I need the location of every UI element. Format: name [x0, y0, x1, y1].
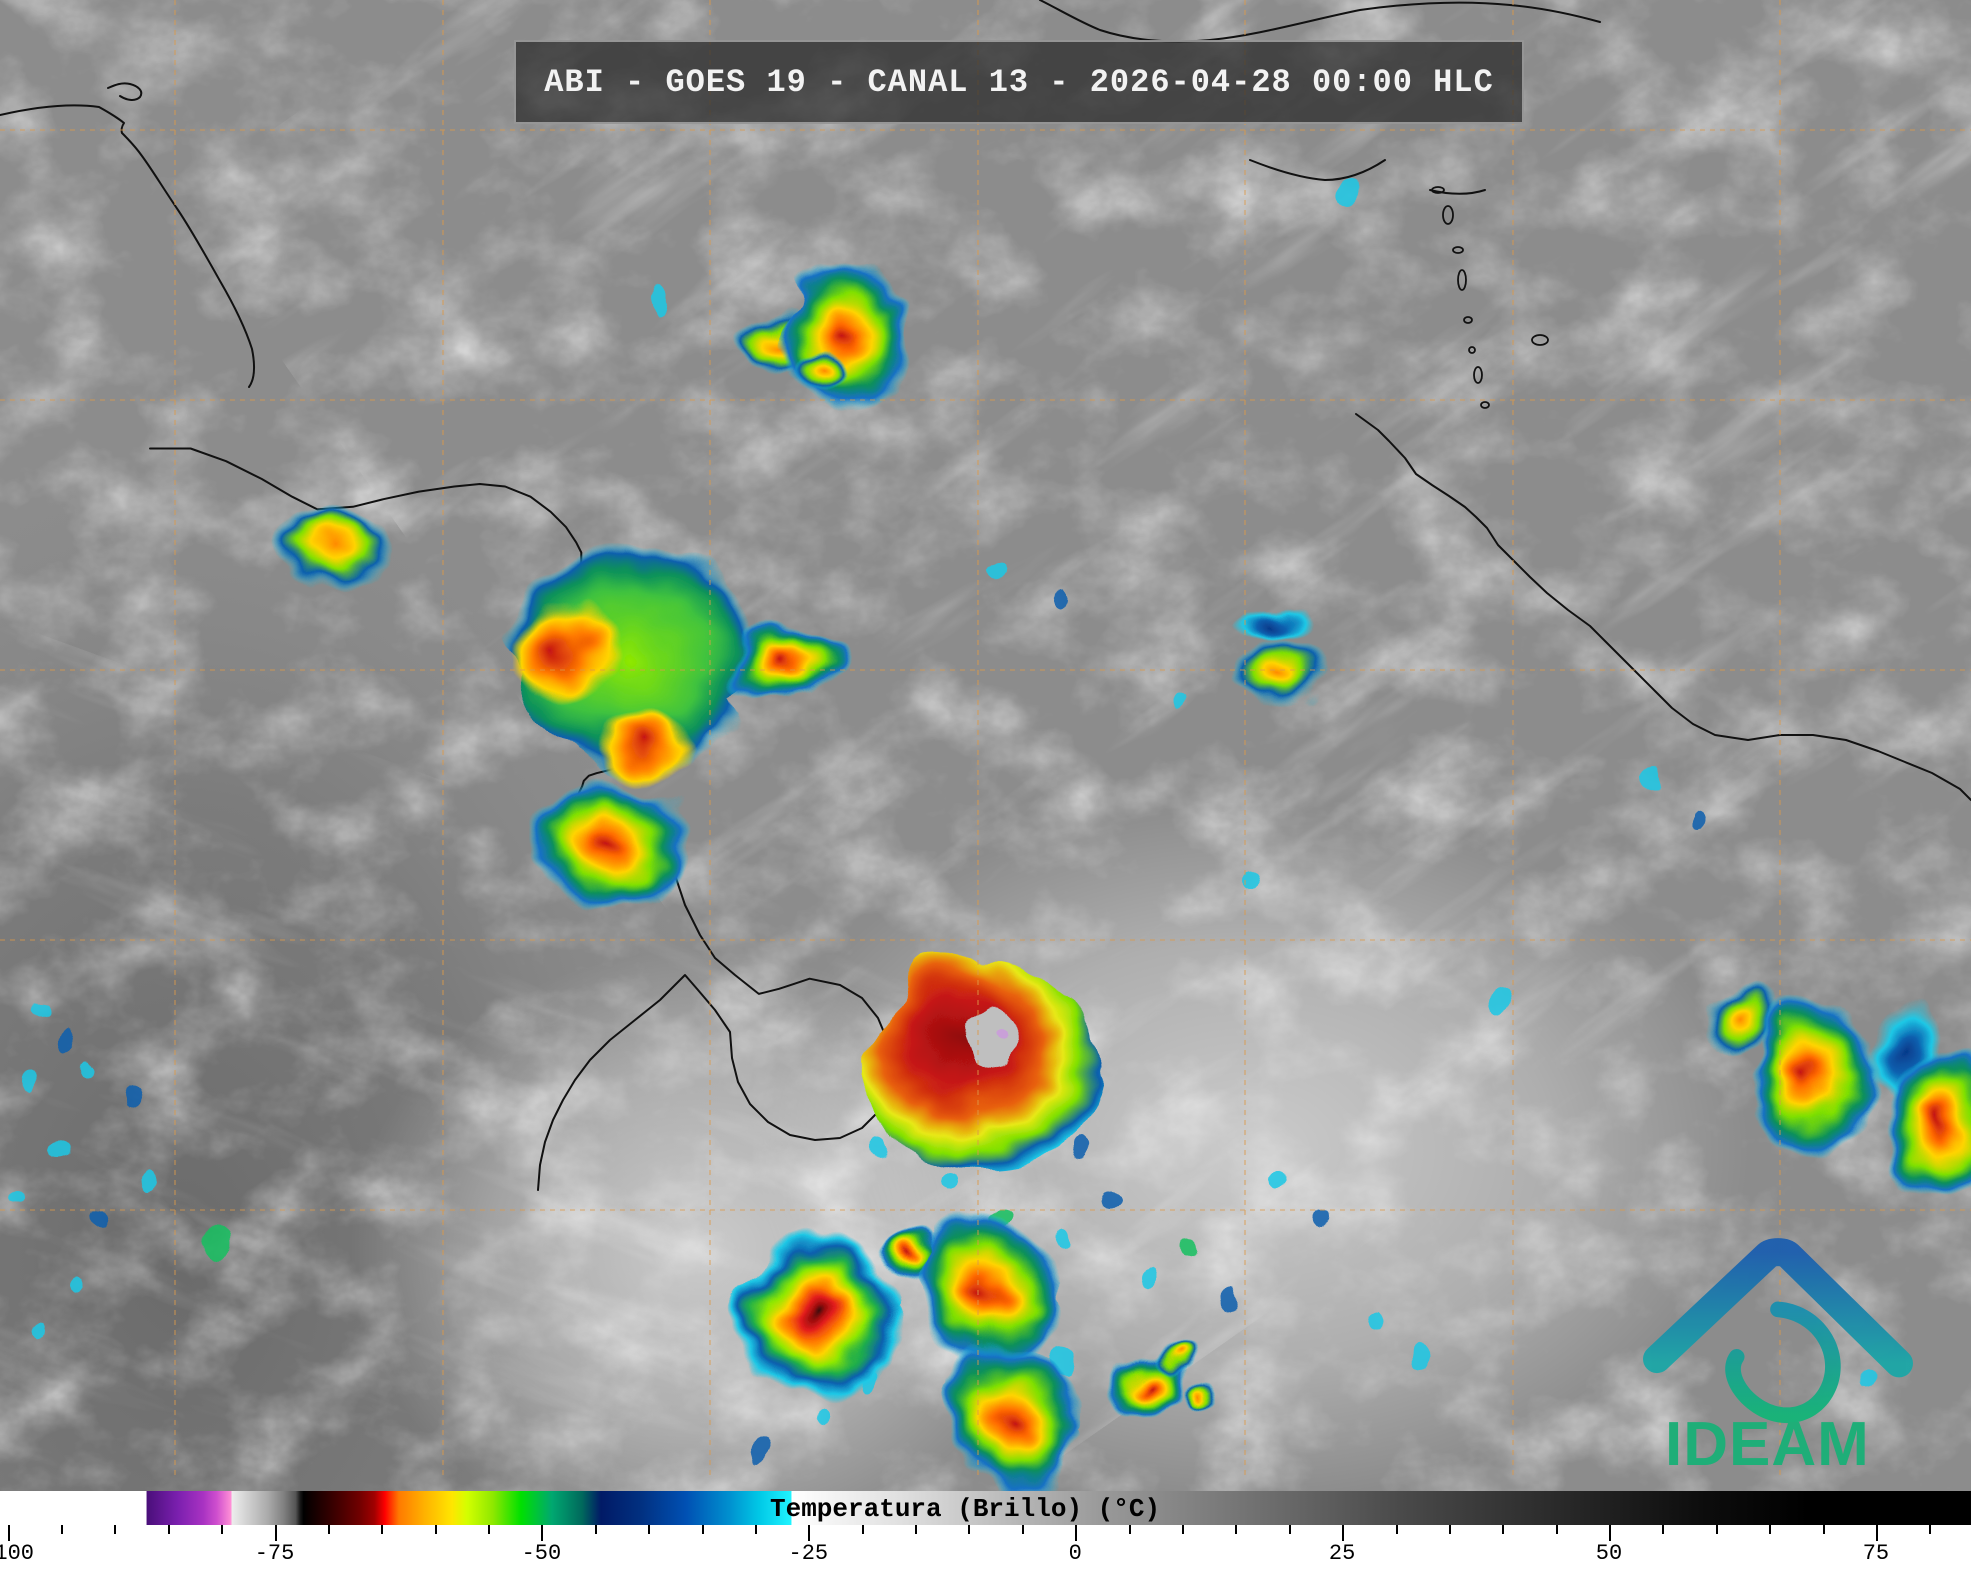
svg-text:IDEAM: IDEAM: [1665, 1410, 1870, 1479]
